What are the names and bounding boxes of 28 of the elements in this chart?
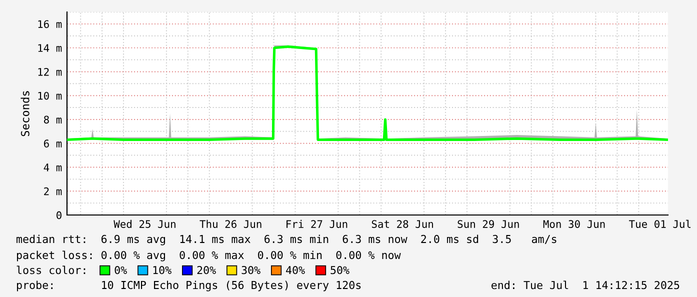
y-tick-label: 2 m [44,187,62,196]
x-tick-label: Sun 29 Jun [458,220,519,228]
text: probe: 10 ICMP Echo Pings (56 Bytes) every 120s [17,280,361,292]
legend-label: 10% [153,266,172,274]
text: end: Tue Jul 1 14:12:15 2025 [492,280,680,290]
y-tick-label: 8 m [44,116,62,124]
y-tick-label: 14 m [38,44,62,52]
x-tick-label: Fri 27 Jun [286,220,348,228]
y-tick-label: 4 m [44,164,62,172]
y-tick-label: 0 [56,211,62,220]
y-tick-label: 16 m [38,20,62,28]
text: median rtt: 6.9 ms avg 14.1 ms max 6.3 ms min 6.3 ms now 2.0 ms sd 3.5 am/s [16,234,556,246]
legend-title: loss color: [16,266,86,274]
x-tick-label: Thu 26 Jun [200,220,262,228]
legend-label: 20% [197,266,216,274]
legend-label: 40% [286,266,305,274]
y-tick-label: 6 m [44,140,62,148]
x-tick-label: Wed 25 Jun [114,220,176,228]
legend-label: 30% [242,266,260,274]
y-axis-title: Seconds [20,91,30,136]
text: packet loss: 0.00 % avg 0.00 % max 0.00 % min 0.00 % now [17,250,401,262]
legend-label: 50% [330,266,350,274]
y-tick-label: 12 m [38,68,62,76]
x-tick-label: Tue 01 Jul [629,220,690,228]
x-tick-label: Sat 28 Jun [372,220,433,228]
y-tick-label: 10 m [38,92,62,100]
x-tick-label: Mon 30 Jun [543,220,605,228]
legend-label: 0% [114,266,127,274]
